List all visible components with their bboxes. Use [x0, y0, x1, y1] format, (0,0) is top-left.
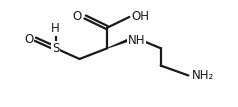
Text: O: O [24, 33, 33, 46]
Text: OH: OH [131, 10, 149, 23]
Polygon shape [107, 36, 136, 49]
Text: S: S [52, 42, 59, 55]
Text: NH₂: NH₂ [192, 69, 214, 82]
Text: NH: NH [128, 34, 145, 47]
Text: O: O [72, 10, 81, 23]
Text: H: H [51, 22, 60, 35]
